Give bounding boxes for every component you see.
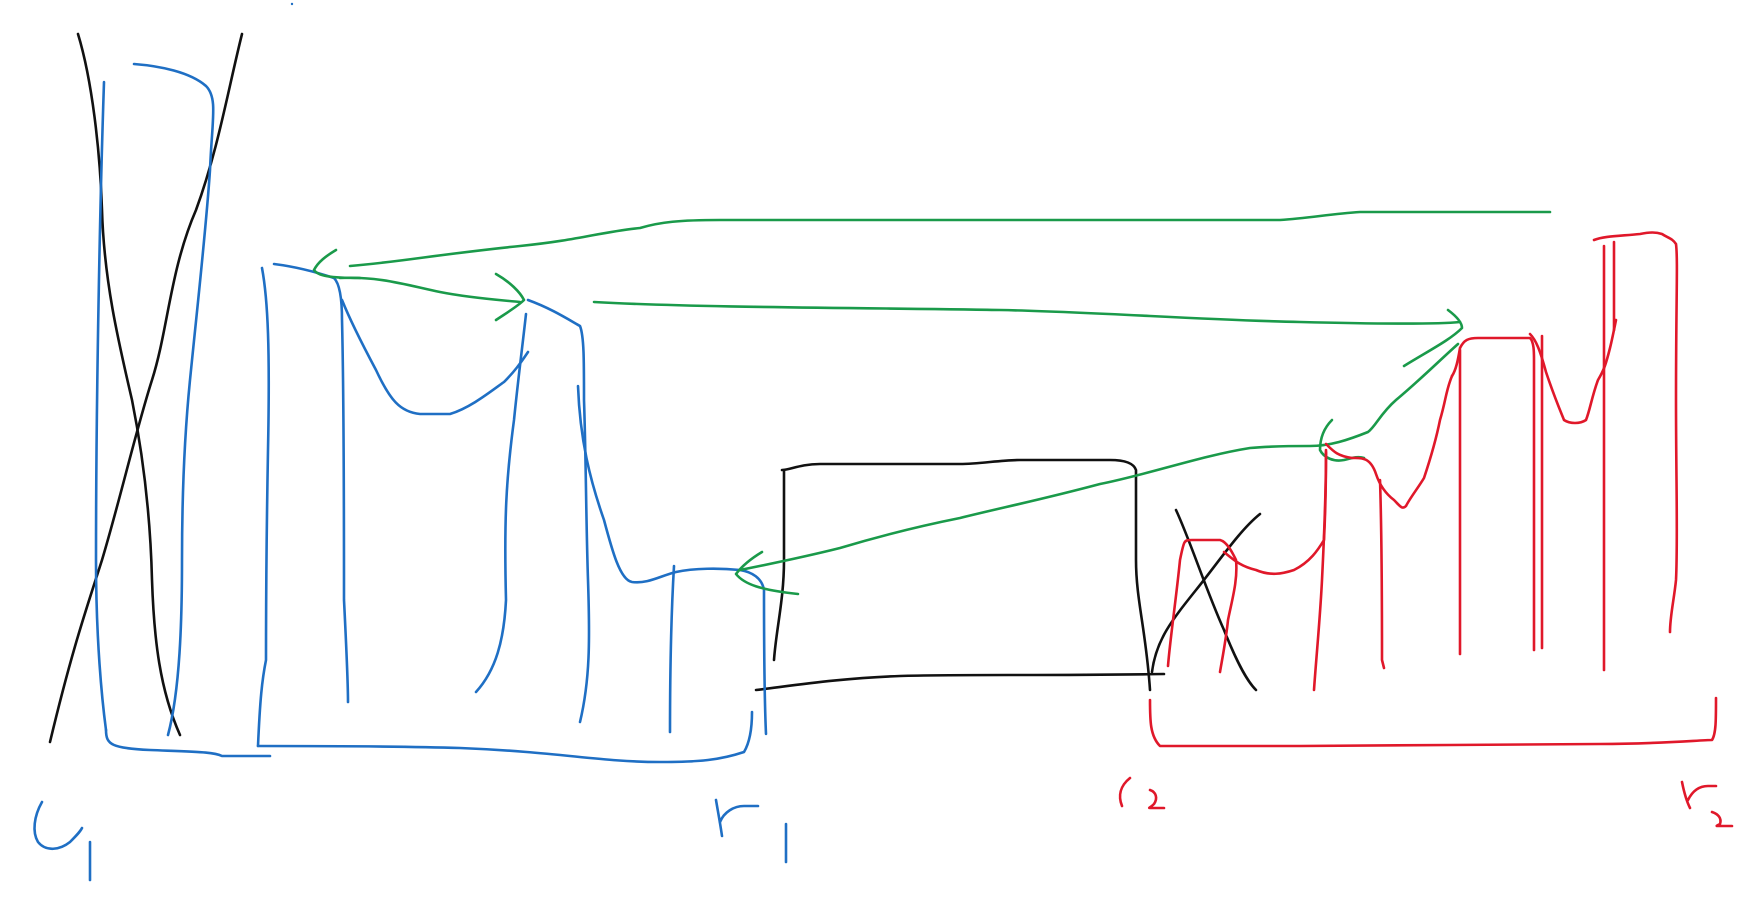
black-small-cross-2: [1150, 512, 1262, 674]
blue-bracket-left: [256, 266, 271, 748]
green-diagonal: [738, 342, 1460, 572]
red-tall-step-2: [1450, 336, 1536, 652]
blue-strokes: [33, 62, 788, 882]
blue-valley: [340, 298, 530, 416]
red-small-bump: [1166, 538, 1238, 674]
green-arrowhead-3: [1402, 308, 1464, 368]
red-letter-r2-arm: [1686, 784, 1718, 802]
black-strokes: [48, 32, 1262, 744]
blue-left-base: [104, 728, 272, 758]
red-step-top: [1324, 374, 1454, 509]
red-strokes: [1118, 231, 1734, 828]
green-arrowhead-2: [494, 272, 526, 322]
blue-top-stroke: [272, 262, 350, 704]
black-small-cross-1: [1174, 508, 1258, 692]
blue-left-tall-line: [94, 80, 108, 732]
red-letter-r2-stem: [1680, 780, 1692, 810]
black-crossing-strand-1: [76, 32, 182, 737]
blue-letter-r1-arm: [718, 804, 760, 824]
green-arrowhead-5: [734, 550, 800, 596]
black-rectangle: [780, 458, 1152, 692]
black-crossing-strand-2: [48, 32, 244, 744]
red-bracket: [1148, 696, 1718, 748]
blue-letter-l1-curve: [33, 800, 84, 851]
green-long-top-arrow: [348, 210, 1552, 268]
red-left-stem: [1312, 448, 1328, 692]
red-letter-r2-digit: [1710, 810, 1734, 828]
red-m-shape: [1528, 318, 1618, 425]
blue-mid-line-1: [474, 312, 528, 694]
green-arrowhead-1: [312, 248, 362, 280]
blue-short-line: [668, 564, 676, 734]
blue-top-curve-right: [526, 298, 591, 724]
green-second-arrow: [338, 276, 522, 304]
black-rectangle-left-side: [772, 468, 786, 662]
black-rectangle-bottom: [754, 672, 1166, 692]
blue-dot: [290, 2, 294, 6]
blue-bracket-bottom: [256, 710, 754, 764]
blue-second-tall-line: [132, 62, 215, 737]
red-tall-step: [1378, 478, 1386, 670]
green-middle-arrow: [592, 300, 1462, 325]
red-letter-l2-curve: [1118, 776, 1132, 808]
red-letter-l2-digit: [1147, 788, 1166, 810]
red-connector: [1222, 450, 1328, 576]
blue-letter-r1-stem: [714, 798, 724, 838]
blue-mid-line-2: [576, 384, 768, 736]
red-top-cap: [1592, 231, 1679, 634]
green-strokes: [312, 210, 1552, 596]
